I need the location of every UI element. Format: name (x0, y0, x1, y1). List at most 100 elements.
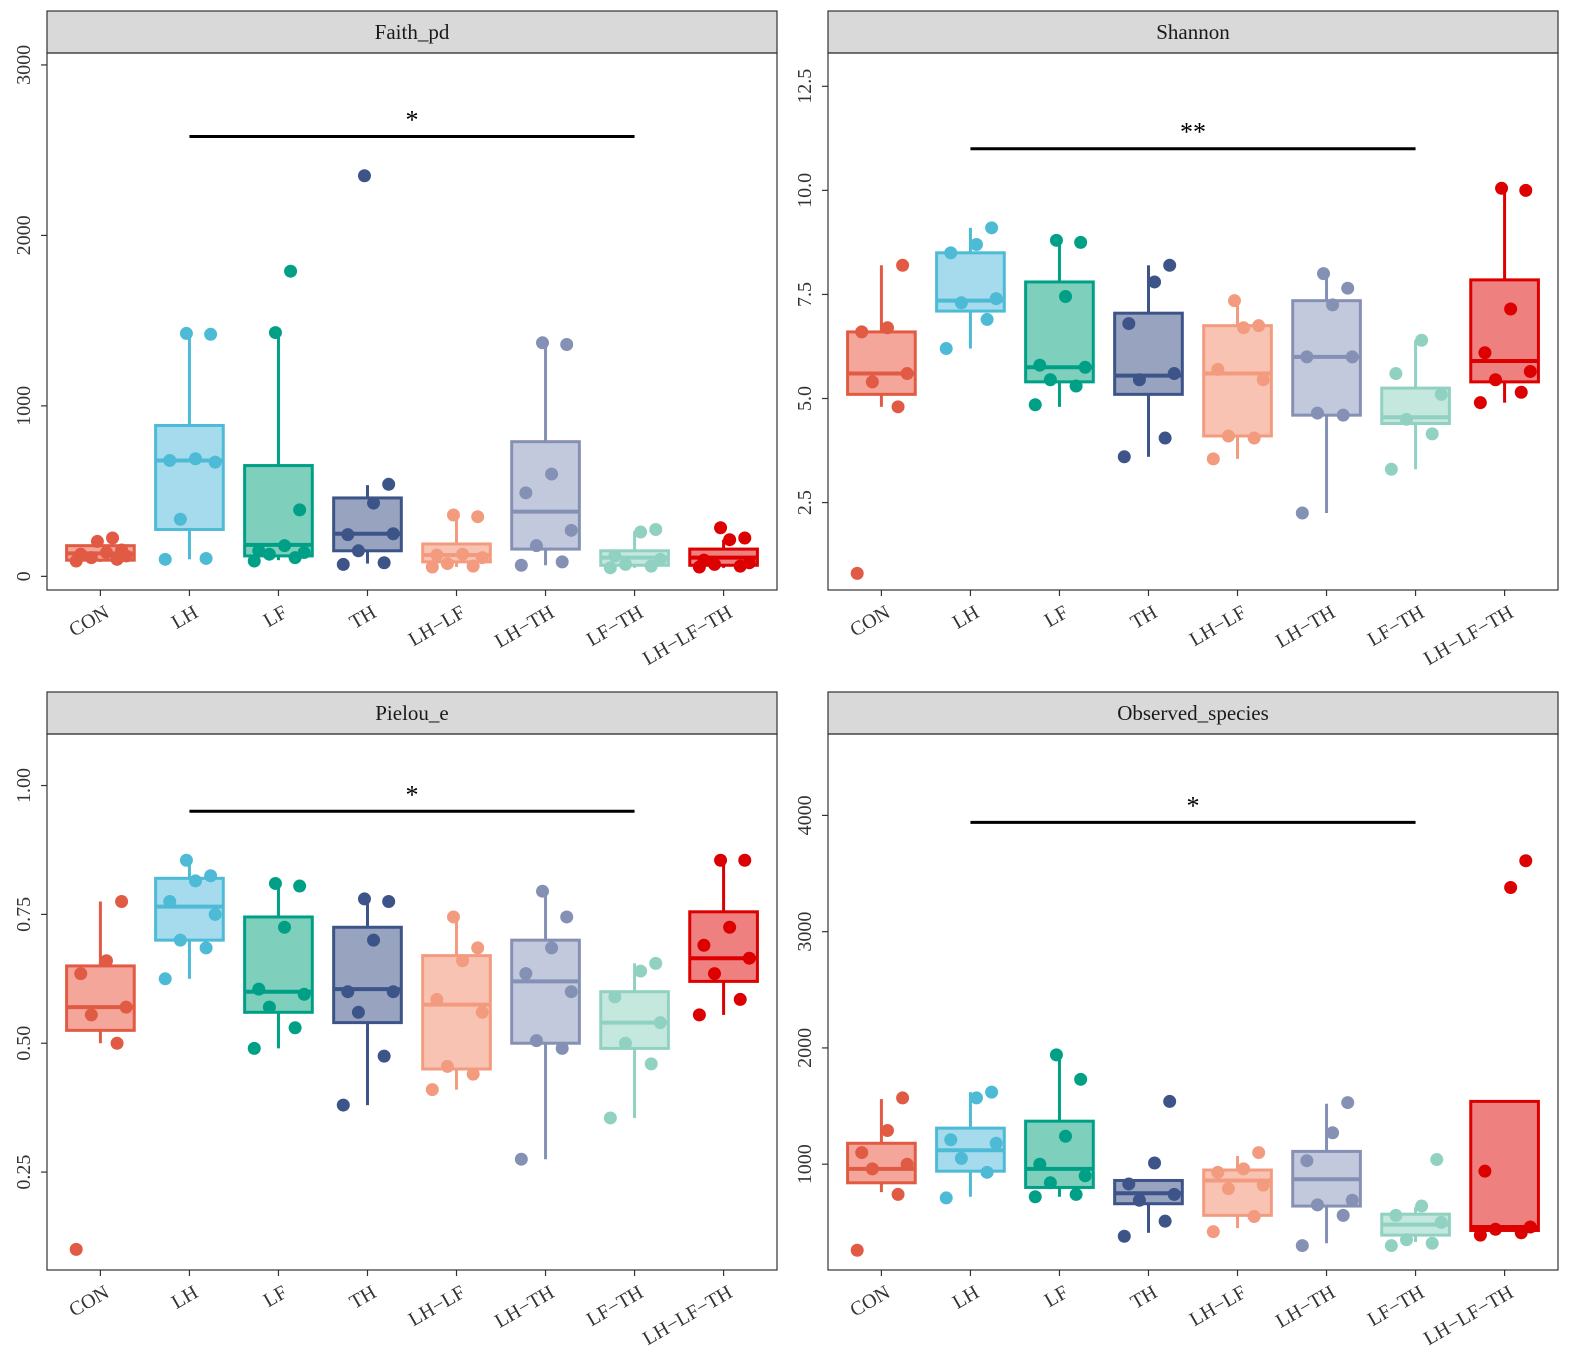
data-point (284, 264, 298, 278)
data-point (697, 553, 711, 567)
box-group (1202, 294, 1273, 466)
data-point (208, 455, 222, 469)
data-point (1504, 880, 1518, 894)
data-point (1341, 1096, 1355, 1110)
data-point (1078, 1169, 1092, 1183)
data-point (944, 1133, 958, 1147)
data-point (1028, 398, 1042, 412)
x-tick-label: LH−LF−TH (639, 601, 736, 670)
y-tick-label: 4000 (794, 795, 816, 835)
x-tick-label: LH−LF (1186, 1281, 1250, 1331)
data-point (1167, 1187, 1181, 1201)
data-point (456, 954, 470, 968)
data-point (980, 1165, 994, 1179)
data-point (514, 1152, 528, 1166)
data-point (336, 1098, 350, 1112)
box-group (1291, 1096, 1362, 1253)
data-point (644, 559, 658, 573)
data-point (446, 910, 460, 924)
y-tick-label: 2.5 (794, 490, 816, 515)
data-point (351, 544, 365, 558)
data-point (262, 1000, 276, 1014)
y-tick-label: 7.5 (794, 282, 816, 307)
data-point (425, 560, 439, 574)
data-point (208, 907, 222, 921)
data-point (106, 531, 120, 545)
data-point (84, 551, 98, 565)
x-tick-label: LH (949, 1281, 983, 1313)
data-point (1430, 1153, 1444, 1167)
panel-title: Shannon (1156, 20, 1230, 44)
data-point (1300, 350, 1314, 364)
data-point (115, 895, 129, 908)
y-tick-label: 0 (13, 571, 35, 581)
data-point (336, 557, 350, 571)
data-point (357, 169, 371, 183)
data-point (880, 1123, 894, 1137)
data-point (742, 951, 756, 965)
box-group (510, 336, 581, 572)
x-tick-label: TH (346, 601, 380, 633)
data-point (1043, 1176, 1057, 1190)
box-group (332, 892, 403, 1112)
data-point (1158, 431, 1172, 445)
data-point (850, 1243, 864, 1257)
data-point (714, 521, 728, 535)
data-point (1415, 333, 1429, 347)
y-tick-label: 1000 (794, 1144, 816, 1184)
data-point (1256, 1178, 1270, 1192)
significance-label: * (406, 780, 419, 809)
data-point (1489, 1222, 1503, 1236)
x-tick-label: CON (846, 1281, 894, 1321)
data-point (1148, 1156, 1162, 1170)
data-point (1167, 367, 1181, 381)
data-point (163, 453, 177, 467)
data-point (891, 400, 905, 414)
data-point (545, 941, 559, 955)
data-point (1389, 367, 1403, 381)
data-point (865, 375, 879, 389)
x-tick-label: LF−TH (583, 1281, 647, 1331)
data-point (1310, 1198, 1324, 1212)
x-tick-label: CON (846, 601, 894, 641)
x-tick-label: TH (1127, 601, 1161, 633)
data-point (278, 539, 292, 553)
data-point (1295, 1239, 1309, 1253)
data-point (618, 1036, 632, 1050)
x-tick-label: LH−LF (405, 601, 469, 651)
data-point (880, 321, 894, 335)
data-point (634, 964, 648, 978)
data-point (163, 895, 177, 908)
panel-title: Faith_pd (375, 20, 450, 44)
box-group (332, 169, 403, 571)
data-point (1163, 1094, 1177, 1108)
data-point (900, 367, 914, 381)
panel-strip (827, 691, 1559, 735)
y-tick-label: 3000 (794, 912, 816, 952)
data-point (891, 1187, 905, 1201)
data-point (1341, 281, 1355, 295)
data-point (179, 853, 193, 867)
data-point (1336, 1208, 1350, 1222)
data-point (865, 1162, 879, 1176)
x-tick-label: TH (1127, 1281, 1161, 1313)
data-point (1504, 302, 1518, 316)
data-point (1478, 346, 1492, 360)
x-tick-label: LF−TH (1364, 1281, 1428, 1331)
box (1024, 1119, 1095, 1189)
data-point (386, 527, 400, 541)
data-point (939, 1191, 953, 1205)
data-point (74, 547, 88, 561)
data-point (1425, 427, 1439, 441)
y-tick-label: 3000 (13, 45, 35, 85)
data-point (1252, 1146, 1266, 1160)
data-point (297, 987, 311, 1001)
data-point (939, 342, 953, 356)
y-tick-label: 1000 (13, 386, 35, 426)
data-point (99, 954, 113, 968)
data-point (84, 1008, 98, 1022)
data-point (692, 1008, 706, 1022)
data-point (1489, 373, 1503, 387)
data-point (1074, 235, 1088, 249)
box-group (1024, 1048, 1095, 1204)
